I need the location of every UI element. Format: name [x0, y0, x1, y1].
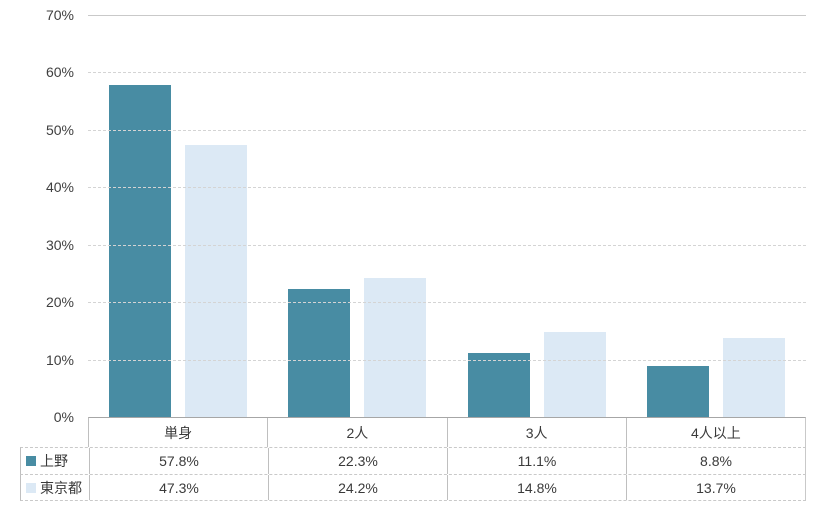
- bar-groups: [88, 15, 806, 417]
- data-table: 単身 2人 3人 4人以上 上野 57.8% 22.3% 11.1% 8.8% 東京都 47.3%…: [20, 417, 806, 501]
- table-header-row: 単身 2人 3人 4人以上: [88, 417, 806, 447]
- legend-label: 東京都: [40, 479, 82, 496]
- bar-東京都-3人: [543, 332, 606, 417]
- legend-swatch-icon: [26, 482, 36, 493]
- legend-cell: 上野: [21, 448, 89, 474]
- table-value-cell: 8.8%: [626, 448, 805, 474]
- table-value-cell: 13.7%: [626, 475, 805, 500]
- bar-group-3: [447, 15, 627, 417]
- table-value-cell: 24.2%: [268, 475, 447, 500]
- bar-東京都-4人以上: [723, 338, 786, 417]
- legend-swatch-icon: [26, 456, 36, 466]
- table-header-cell: 2人: [267, 418, 446, 447]
- bar-東京都-単身: [184, 145, 247, 417]
- gridline-50: [88, 129, 806, 131]
- plot-area: [88, 15, 806, 417]
- bar-上野-3人: [467, 353, 530, 417]
- y-axis-tick-label: 20%: [45, 294, 74, 311]
- gridline-70: [88, 15, 806, 16]
- table-header-cell: 単身: [164, 424, 193, 441]
- y-axis-tick-label: 70%: [45, 7, 74, 23]
- bar-東京都-2人: [364, 278, 427, 417]
- bar-group-4: [627, 15, 807, 417]
- bar-group-1: [88, 15, 268, 417]
- y-axis-tick-label: 10%: [45, 351, 74, 368]
- gridline-40: [88, 187, 806, 189]
- table-value-cell: 11.1%: [447, 448, 626, 474]
- gridline-60: [88, 72, 806, 74]
- y-axis-tick-label: 60%: [45, 64, 74, 81]
- y-axis: 70% 60% 50% 40% 30% 20% 10% 0%: [0, 7, 76, 425]
- table-row: 東京都 47.3% 24.2% 14.8% 13.7%: [20, 474, 806, 501]
- table-body: 上野 57.8% 22.3% 11.1% 8.8% 東京都 47.3% 24.2% 14.8% 1…: [20, 447, 806, 501]
- legend-label: 上野: [40, 453, 68, 469]
- bar-上野-単身: [108, 85, 171, 417]
- y-axis-tick-label: 40%: [45, 179, 74, 196]
- bar-上野-2人: [288, 288, 351, 417]
- y-axis-tick-label: 30%: [45, 236, 74, 253]
- legend-cell: 東京都: [21, 475, 89, 500]
- table-header-cell: 3人: [446, 418, 626, 447]
- y-axis-tick-label: 0%: [53, 409, 74, 425]
- table-value-cell: 22.3%: [268, 448, 447, 474]
- y-axis-tick-label: 50%: [45, 121, 74, 138]
- table-row: 上野 57.8% 22.3% 11.1% 8.8%: [20, 447, 806, 474]
- bar-group-2: [268, 15, 448, 417]
- table-value-cell: 47.3%: [89, 475, 268, 500]
- gridline-30: [88, 244, 806, 246]
- table-header-cell: 4人以上: [625, 418, 805, 447]
- bar-上野-4人以上: [647, 366, 710, 417]
- gridline-20: [88, 302, 806, 304]
- gridline-10: [88, 359, 806, 361]
- table-value-cell: 14.8%: [447, 475, 626, 500]
- table-value-cell: 57.8%: [89, 448, 268, 474]
